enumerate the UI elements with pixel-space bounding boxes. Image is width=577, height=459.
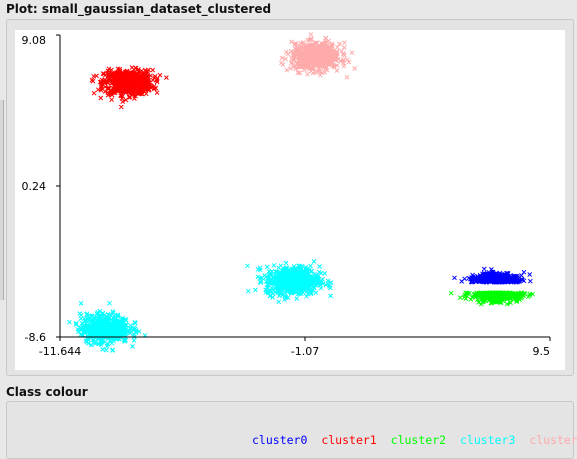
y-tick-label: -8.6 — [25, 331, 46, 344]
legend-item[interactable]: cluster1 — [321, 433, 377, 447]
legend-item[interactable]: cluster3 — [459, 433, 516, 447]
legend-item[interactable]: cluster0 — [252, 433, 308, 447]
series-points — [67, 300, 148, 353]
legend-item[interactable]: cluster2 — [390, 433, 447, 447]
class-colour-panel-frame — [6, 401, 574, 459]
x-tick-label: -11.644 — [39, 345, 81, 358]
y-tick-label: 9.08 — [22, 34, 47, 47]
x-tick-label: 9.5 — [533, 345, 551, 358]
series-points — [89, 65, 169, 110]
scatter-plot[interactable]: 9.08 0.24 -8.6-11.644 -1.07 9.5 — [15, 30, 565, 370]
class-legend: cluster0 cluster1 cluster2 cluster3 clus… — [252, 433, 577, 447]
series-points — [448, 290, 535, 307]
series-cluster1 — [89, 65, 169, 110]
plot-area[interactable]: 9.08 0.24 -8.6 -11.644 -1.07 9.5 — [15, 30, 565, 370]
axes-layer: 9.08 0.24 -8.6-11.644 -1.07 9.5 — [22, 34, 551, 358]
series-cluster0 — [452, 266, 533, 285]
series-cluster4 — [279, 32, 357, 80]
series-points — [245, 259, 334, 305]
points-layer — [67, 32, 535, 353]
series-points — [279, 32, 357, 80]
series-cluster3 — [67, 300, 148, 353]
y-tick-label: 0.24 — [22, 180, 47, 193]
plot-panel-title: Plot: small_gaussian_dataset_clustered — [6, 2, 272, 16]
series-cluster3 — [245, 259, 334, 305]
window-edge — [0, 100, 4, 300]
series-points — [452, 266, 533, 285]
class-colour-panel-title: Class colour — [6, 385, 88, 399]
legend-item[interactable]: cluster4 — [529, 433, 577, 447]
x-tick-label: -1.07 — [291, 345, 319, 358]
series-cluster2 — [448, 290, 535, 307]
